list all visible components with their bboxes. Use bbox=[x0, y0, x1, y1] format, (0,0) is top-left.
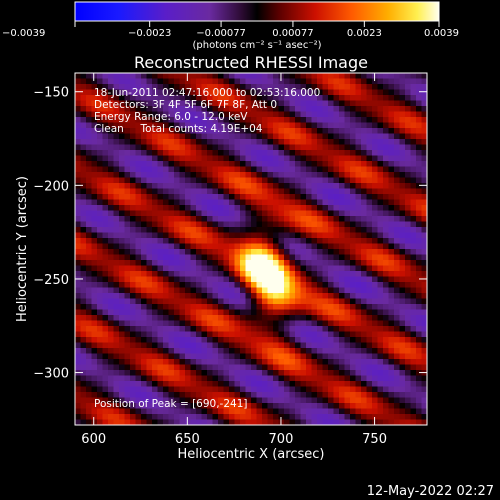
colorbar-gradient bbox=[74, 1, 440, 22]
colorbar-tick-label: −0.00077 bbox=[196, 28, 246, 39]
annotation-block: 18-Jun-2011 02:47:16.000 to 02:53:16.000… bbox=[94, 87, 320, 135]
chart-title: Reconstructed RHESSI Image bbox=[134, 53, 368, 72]
timestamp: 12-May-2022 02:27 bbox=[367, 484, 494, 499]
axis-ticks: 600 650 700 750 −150 −200 −250 −300 bbox=[33, 73, 427, 447]
y-axis-label: Heliocentric Y (arcsec) bbox=[15, 176, 30, 322]
y-tick-label: −200 bbox=[33, 179, 69, 194]
y-tick-label: −300 bbox=[33, 367, 69, 382]
x-tick-label: 650 bbox=[175, 432, 200, 447]
colorbar-tick-label: −0.0023 bbox=[128, 28, 171, 39]
plot-frame bbox=[74, 72, 428, 426]
annotation-clean-counts: Clean Total counts: 4.19E+04 bbox=[94, 123, 263, 135]
annotation-energy-range: Energy Range: 6.0 - 12.0 keV bbox=[94, 111, 248, 123]
colorbar-tick-label: 0.0023 bbox=[347, 28, 382, 39]
colorbar: −0.0039 −0.0023 −0.00077 0.00077 0.0023 0.003… bbox=[2, 1, 459, 51]
peak-position-label: Position of Peak = [690,-241] bbox=[94, 398, 248, 410]
x-axis-label: Heliocentric X (arcsec) bbox=[178, 447, 325, 462]
colorbar-tick-label: 0.0039 bbox=[424, 28, 459, 39]
x-tick-label: 700 bbox=[269, 432, 294, 447]
y-tick-label: −150 bbox=[33, 86, 69, 101]
colorbar-ticks: −0.0039 −0.0023 −0.00077 0.00077 0.0023 0.003… bbox=[2, 21, 459, 39]
colorbar-unit-label: (photons cm⁻² s⁻¹ asec⁻²) bbox=[192, 40, 321, 51]
plot-area: 600 650 700 750 −150 −200 −250 −300 bbox=[33, 72, 428, 447]
colorbar-tick-label: −0.0039 bbox=[2, 28, 45, 39]
y-tick-label: −250 bbox=[33, 273, 69, 288]
annotation-time-range: 18-Jun-2011 02:47:16.000 to 02:53:16.000 bbox=[94, 87, 320, 99]
heatmap-image bbox=[75, 73, 427, 425]
x-tick-label: 600 bbox=[81, 432, 106, 447]
colorbar-tick-label: 0.00077 bbox=[272, 28, 313, 39]
annotation-detectors: Detectors: 3F 4F 5F 6F 7F 8F, Att 0 bbox=[94, 99, 277, 111]
x-tick-label: 750 bbox=[362, 432, 387, 447]
